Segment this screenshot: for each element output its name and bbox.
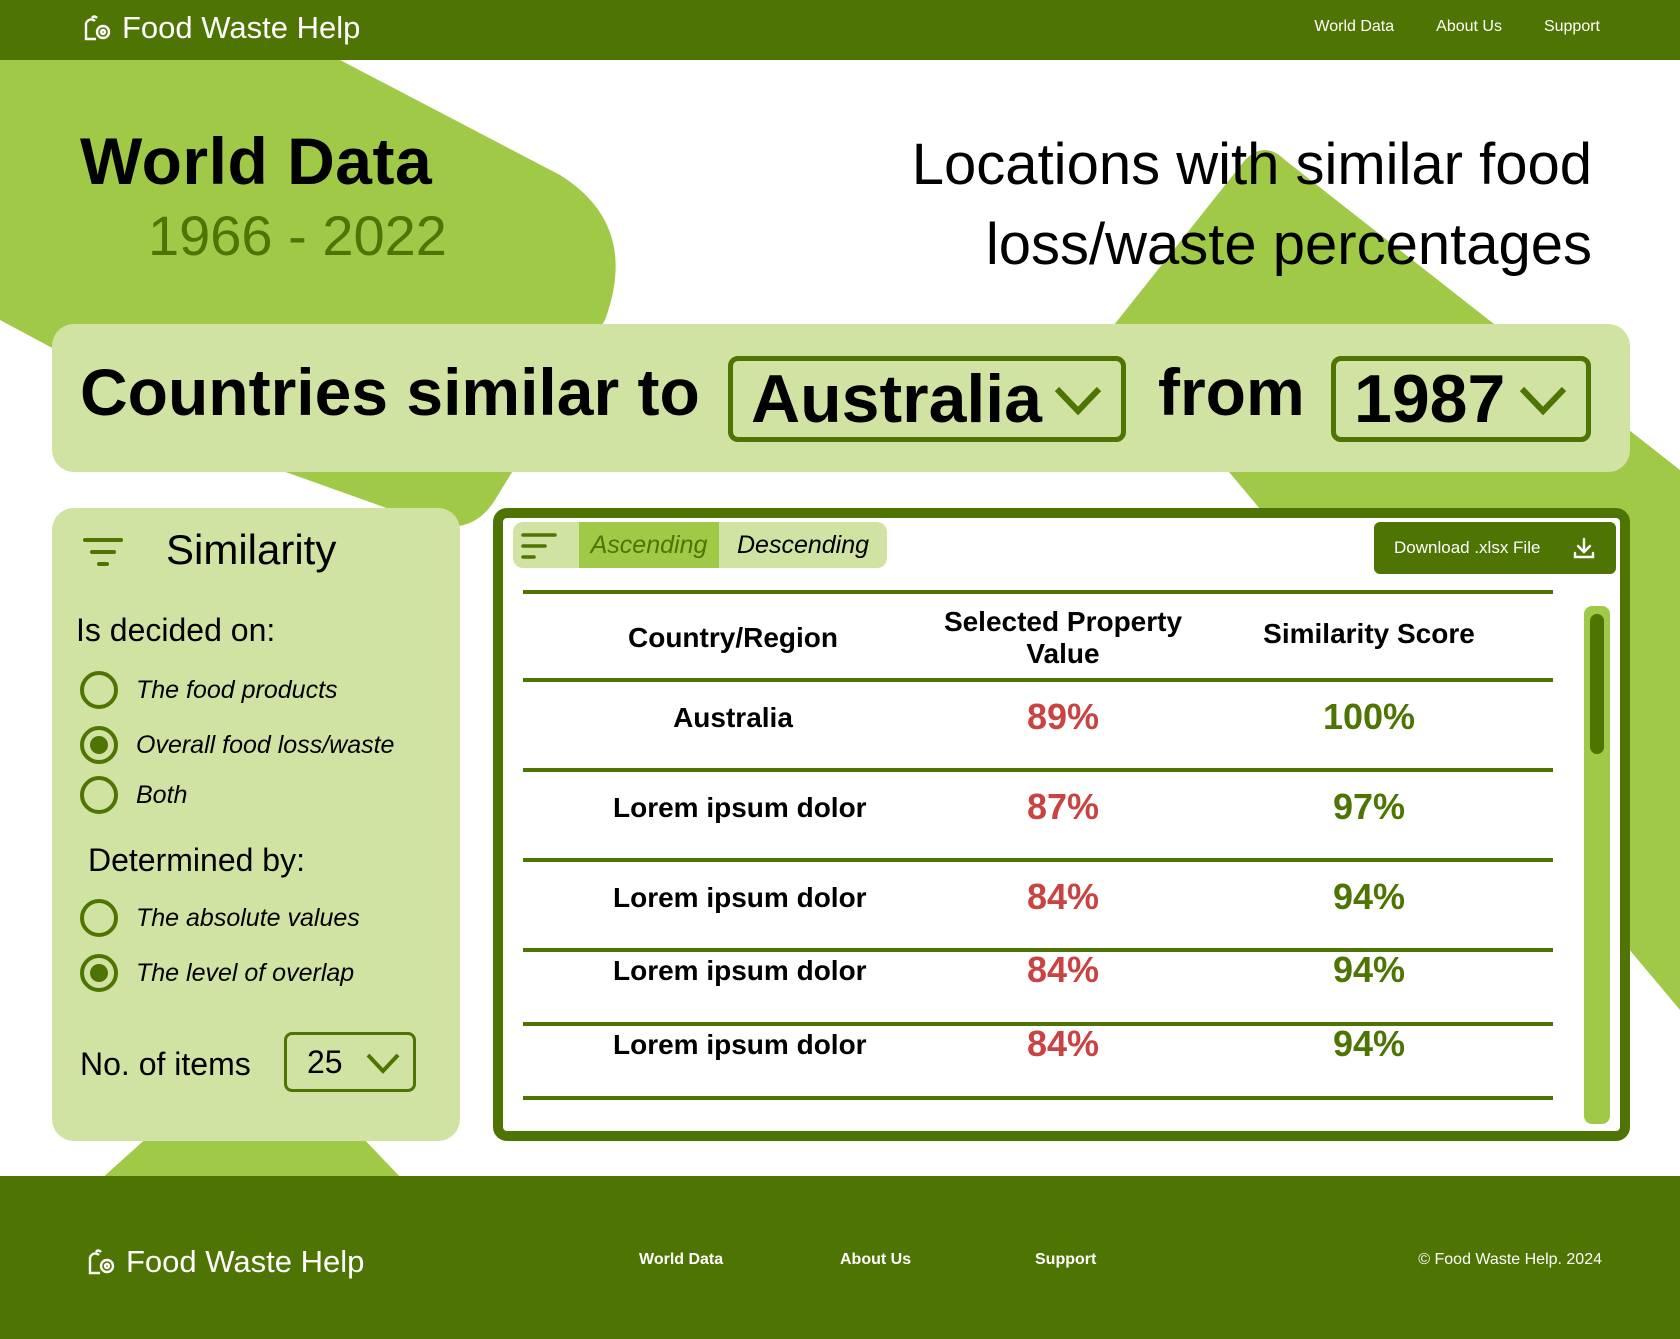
footer-brand[interactable]: Food Waste Help [86, 1244, 364, 1280]
radio-level-of-overlap[interactable]: The level of overlap [80, 954, 354, 992]
cell-score: 94% [1332, 876, 1406, 917]
headline-line-1: Locations with similar food [911, 132, 1592, 197]
selector-bar: Countries similar to Australia from 1987 [52, 324, 1630, 472]
footer-nav-about-us[interactable]: About Us [840, 1251, 912, 1268]
country-dropdown[interactable]: Australia [728, 356, 1126, 442]
selector-from: from [1158, 355, 1305, 429]
radio-button[interactable] [80, 776, 118, 814]
footer-nav-support[interactable]: Support [1035, 1251, 1097, 1268]
table-divider [523, 678, 1553, 682]
sort-icon [521, 533, 557, 559]
chevron-down-icon [1519, 386, 1567, 416]
radio-label: The food products [136, 675, 338, 704]
top-header: Food Waste Help World Data About Us Supp… [0, 0, 1680, 60]
sort-toggle: Ascending Descending [513, 522, 887, 568]
similarity-filter-panel: Similarity Is decided on: The food produ… [52, 508, 460, 1141]
headline: Locations with similar food loss/waste p… [832, 125, 1592, 285]
items-count-label: No. of items [80, 1046, 251, 1082]
header-similarity-score: Similarity Score [1263, 618, 1475, 649]
cell-value: 87% [1026, 786, 1100, 827]
page-title: World Data [80, 124, 433, 198]
copyright-text: © Food Waste Help. 2024 [1418, 1251, 1602, 1268]
radio-label: Overall food loss/waste [136, 730, 395, 759]
radio-button-selected[interactable] [80, 726, 118, 764]
cell-score: 100% [1322, 696, 1416, 737]
table-scrollbar[interactable] [1584, 606, 1610, 1124]
cell-score: 97% [1332, 786, 1406, 827]
year-dropdown[interactable]: 1987 [1331, 356, 1591, 442]
radio-overall-food-loss[interactable]: Overall food loss/waste [80, 726, 394, 764]
headline-line-2: loss/waste percentages [985, 212, 1592, 277]
radio-absolute-values[interactable]: The absolute values [80, 899, 360, 937]
cell-country: Lorem ipsum dolor [613, 792, 867, 823]
radio-label: The level of overlap [136, 958, 355, 987]
radio-button-selected[interactable] [80, 954, 118, 992]
cell-score: 94% [1332, 949, 1406, 990]
nav-support[interactable]: Support [1543, 18, 1600, 35]
footer-nav-world-data[interactable]: World Data [639, 1251, 724, 1268]
cell-value: 84% [1026, 949, 1100, 990]
radio-button[interactable] [80, 671, 118, 709]
table-divider [523, 858, 1553, 862]
scrollbar-thumb[interactable] [1590, 614, 1604, 754]
country-value: Australia [751, 361, 1042, 437]
table-divider [523, 948, 1553, 952]
filter-title: Similarity [166, 526, 337, 573]
cell-value: 84% [1026, 876, 1100, 917]
filter-icon [83, 538, 123, 566]
brand-name: Food Waste Help [122, 10, 361, 45]
footer-brand-name: Food Waste Help [126, 1244, 365, 1279]
cell-score: 94% [1332, 1023, 1406, 1064]
radio-label: The absolute values [136, 903, 360, 932]
cell-value: 89% [1026, 696, 1100, 737]
table-divider [523, 768, 1553, 772]
items-count-value: 25 [307, 1043, 343, 1080]
radio-both[interactable]: Both [80, 776, 187, 814]
radio-food-products[interactable]: The food products [80, 671, 338, 709]
food-bag-icon [84, 15, 111, 41]
footer [0, 1176, 1680, 1339]
results-table-panel: Ascending Descending Download .xlsx File… [493, 508, 1630, 1141]
radio-label: Both [136, 780, 188, 809]
year-range: 1966 - 2022 [148, 204, 447, 267]
header-country: Country/Region [628, 622, 838, 653]
cell-value: 84% [1026, 1023, 1100, 1064]
header-brand[interactable]: Food Waste Help [82, 10, 360, 46]
chevron-down-icon [1054, 386, 1102, 416]
items-count-dropdown[interactable]: 25 [284, 1032, 416, 1092]
download-label: Download .xlsx File [1394, 538, 1541, 557]
download-icon [1573, 537, 1595, 559]
decided-on-label: Is decided on: [76, 612, 276, 648]
radio-button[interactable] [80, 899, 118, 937]
table-divider [523, 590, 1553, 594]
cell-country: Lorem ipsum dolor [613, 955, 867, 986]
food-bag-icon [88, 1249, 115, 1275]
table-divider [523, 1022, 1553, 1026]
sort-ascending-button[interactable]: Ascending [579, 522, 719, 568]
sort-descending-button[interactable]: Descending [736, 530, 870, 559]
selector-prefix: Countries similar to [80, 355, 700, 429]
cell-country: Lorem ipsum dolor [613, 882, 867, 913]
cell-country: Australia [673, 702, 793, 733]
nav-about-us[interactable]: About Us [1436, 18, 1502, 35]
cell-country: Lorem ipsum dolor [613, 1029, 867, 1060]
year-value: 1987 [1354, 361, 1506, 437]
nav-world-data[interactable]: World Data [1314, 18, 1395, 35]
download-xlsx-button[interactable]: Download .xlsx File [1374, 522, 1616, 574]
header-property-value: Selected Property Value [943, 606, 1183, 669]
top-nav: World Data About Us Support [1314, 18, 1600, 36]
table-divider [523, 1096, 1553, 1100]
determined-by-label: Determined by: [88, 842, 305, 878]
chevron-down-icon [366, 1053, 400, 1074]
